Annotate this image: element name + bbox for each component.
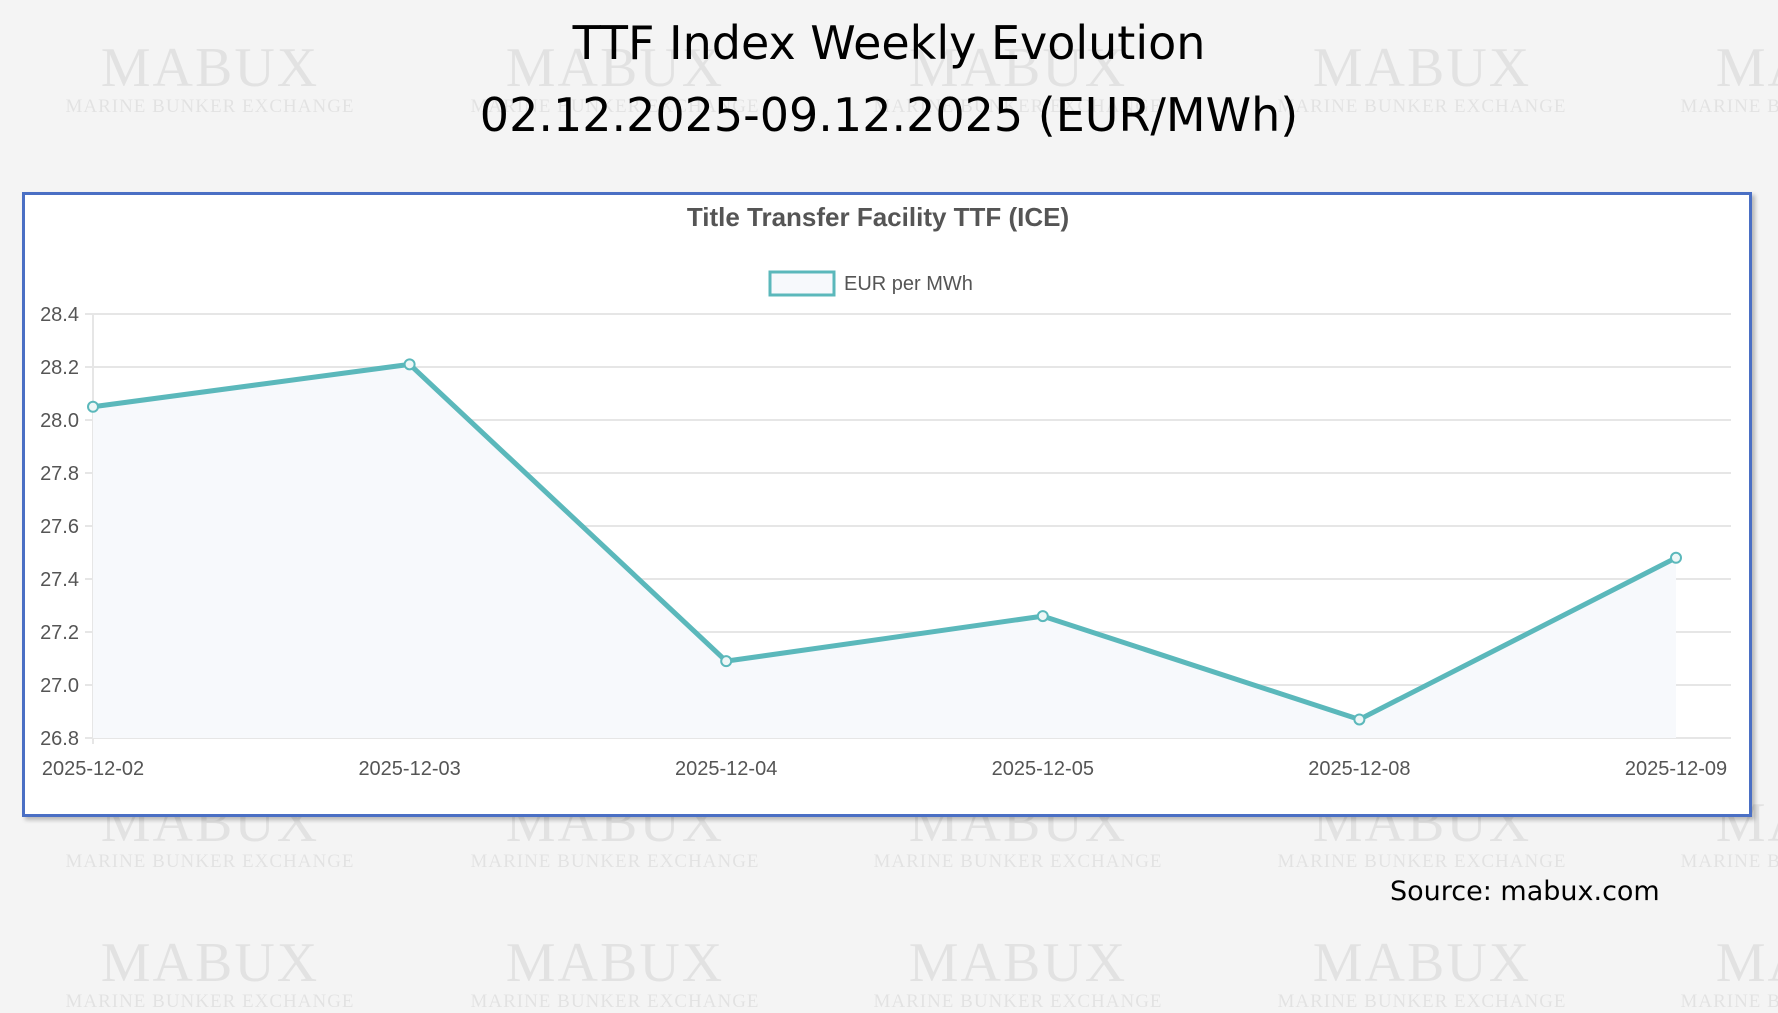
page-title-line1: TTF Index Weekly Evolution: [572, 16, 1206, 70]
source-label: Source: mabux.com: [1390, 876, 1660, 907]
data-point[interactable]: [1670, 551, 1682, 564]
page-title-line2: 02.12.2025-09.12.2025 (EUR/MWh): [479, 88, 1299, 142]
data-point[interactable]: [403, 358, 416, 371]
y-tick-label: 28.4: [40, 304, 79, 326]
x-tick-label: 2025-12-04: [675, 758, 777, 780]
x-tick-label: 2025-12-09: [1625, 758, 1727, 780]
x-tick-label: 2025-12-02: [42, 758, 144, 780]
legend-swatch[interactable]: [768, 270, 836, 297]
line-chart: Title Transfer Facility TTF (ICE) EUR pe…: [40, 202, 1731, 780]
legend-label: EUR per MWh: [844, 273, 973, 295]
y-tick-label: 27.4: [40, 569, 79, 591]
y-tick-label: 27.0: [40, 675, 79, 697]
x-tick-label: 2025-12-03: [358, 758, 460, 780]
data-point[interactable]: [1036, 610, 1049, 623]
y-tick-label: 27.2: [40, 622, 79, 644]
chart-title: Title Transfer Facility TTF (ICE): [687, 202, 1069, 232]
x-tick-label: 2025-12-05: [992, 758, 1094, 780]
series-area-fill: [93, 364, 1676, 738]
data-point[interactable]: [87, 400, 99, 413]
y-tick-label: 26.8: [40, 728, 79, 750]
series-line: [92, 361, 1678, 722]
y-tick-label: 27.6: [40, 516, 79, 538]
x-tick-label: 2025-12-08: [1308, 758, 1410, 780]
y-tick-label: 28.2: [40, 357, 79, 379]
y-tick-label: 27.8: [40, 463, 79, 485]
data-point[interactable]: [720, 655, 733, 668]
data-point[interactable]: [1353, 713, 1366, 726]
chart-panel: Title Transfer Facility TTF (ICE) EUR pe…: [22, 192, 1752, 817]
y-tick-label: 28.0: [40, 410, 79, 432]
